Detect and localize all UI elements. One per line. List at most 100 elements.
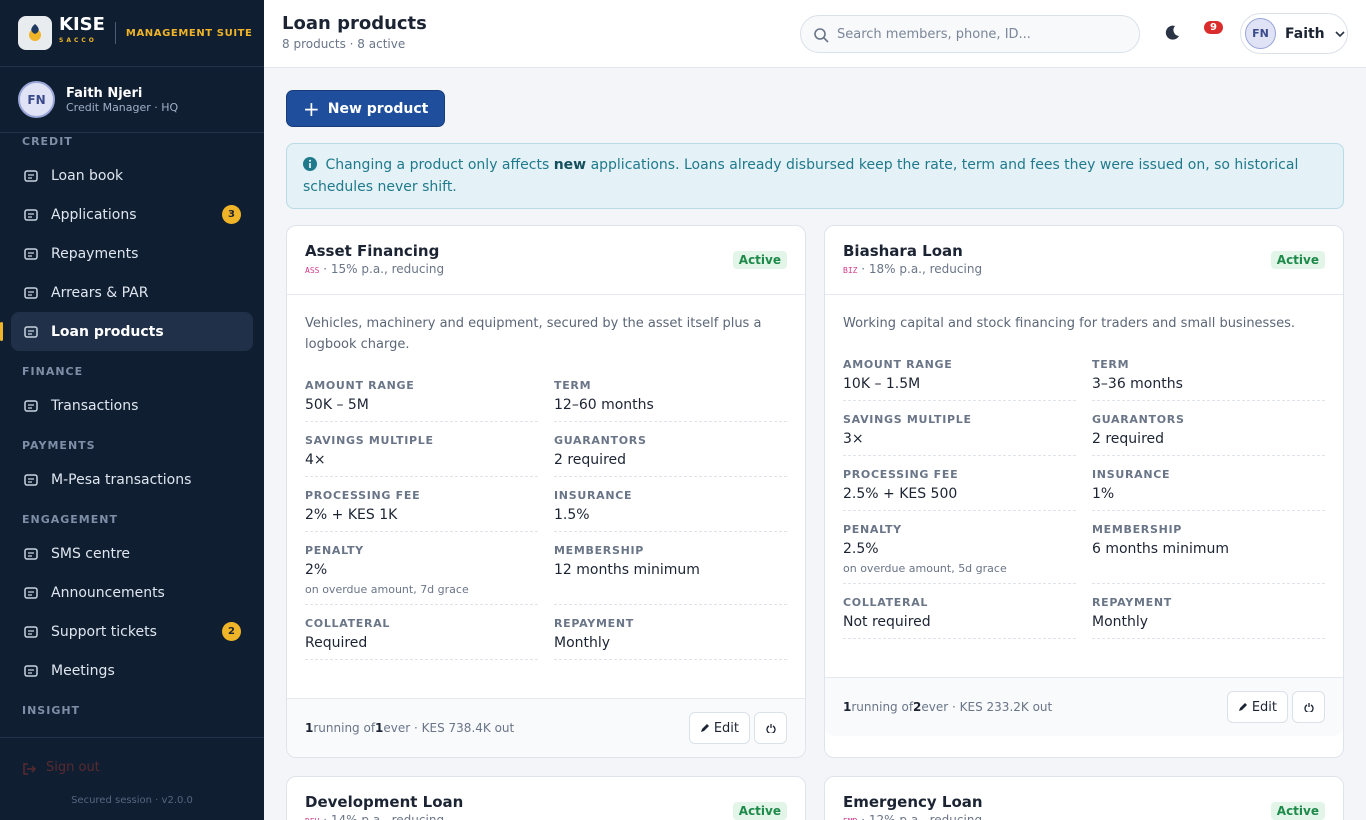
nav-item[interactable]: Support tickets 2	[11, 612, 253, 651]
field: TERM 12–60 months	[554, 367, 787, 422]
field-value: 12 months minimum	[554, 562, 700, 578]
brand-name: KISE	[59, 14, 105, 35]
product-code: BIZ	[843, 266, 858, 275]
field: PROCESSING FEE 2% + KES 1K	[305, 477, 538, 532]
field: AMOUNT RANGE 10K – 1.5M	[843, 346, 1076, 401]
search-box[interactable]: Search members, phone, ID...	[800, 15, 1140, 53]
nav-label: Loan products	[51, 323, 164, 340]
nav-section: PAYMENTS	[22, 439, 96, 452]
nav-item[interactable]: Loan book	[11, 156, 253, 195]
notice-text: applications. Loans already disbursed ke…	[303, 157, 1299, 195]
nav-item[interactable]: Loan products	[0, 312, 253, 351]
card-header: Emergency LoanEMR · 12% p.a., reducingAc…	[825, 777, 1343, 820]
product-rate: · 12% p.a., reducing	[861, 813, 983, 820]
nav-label: Applications	[51, 206, 137, 223]
card-header: Biashara Loan BIZ · 18% p.a., reducing Act…	[825, 226, 1343, 295]
notice-text: Changing a product only affects	[325, 157, 550, 173]
notice: Changing a product only affects new appl…	[286, 143, 1344, 209]
field-value: Required	[305, 635, 368, 651]
running-count: 1	[843, 700, 852, 714]
nav-label: Arrears & PAR	[51, 284, 149, 301]
sign-out[interactable]: Sign out	[46, 760, 100, 775]
user-menu[interactable]: FN Faith	[1240, 13, 1348, 54]
user-menu-name: Faith	[1285, 25, 1325, 42]
field: SAVINGS MULTIPLE 4×	[305, 422, 538, 477]
nav-icon	[24, 169, 38, 182]
nav-item[interactable]: M-Pesa transactions	[11, 460, 253, 499]
ever-count: 2	[913, 700, 922, 714]
field-label: MEMBERSHIP	[554, 544, 645, 557]
toggle-button[interactable]	[754, 712, 787, 744]
nav-icon	[24, 473, 38, 486]
field-label: MEMBERSHIP	[1092, 523, 1183, 536]
power-icon	[1303, 703, 1314, 712]
field: TERM 3–36 months	[1092, 346, 1325, 401]
field-label: COLLATERAL	[305, 617, 391, 630]
content: + New product Changing a product only aff…	[264, 68, 1366, 820]
product-code: EMR	[843, 817, 857, 820]
field-value: 2%	[305, 562, 328, 578]
user-role: Credit Manager · HQ	[66, 100, 179, 114]
field-label: TERM	[554, 379, 592, 392]
field-label: AMOUNT RANGE	[843, 358, 953, 371]
product-rate: · 14% p.a., reducing	[323, 813, 445, 820]
nav-item[interactable]: Meetings	[11, 651, 253, 690]
product-meta: DEV · 14% p.a., reducing	[305, 813, 787, 820]
nav-icon	[24, 325, 38, 338]
nav-section: CREDIT	[22, 135, 73, 148]
product-card: Asset Financing ASS · 15% p.a., reducing A…	[286, 225, 806, 758]
toggle-button[interactable]	[1292, 691, 1325, 723]
product-name: Asset Financing	[305, 242, 440, 260]
card-header: Development Loan DEV · 14% p.a., reducing…	[287, 777, 805, 820]
field-value: 2% + KES 1K	[305, 507, 398, 523]
field-value: Not required	[843, 614, 931, 630]
search-placeholder: Search members, phone, ID...	[837, 26, 1031, 42]
nav-item[interactable]: Arrears & PAR	[11, 273, 253, 312]
product-code: ASS	[305, 266, 320, 275]
nav-item[interactable]: Repayments	[11, 234, 253, 273]
pencil-icon	[1238, 703, 1247, 711]
product-name: Emergency Loan	[843, 793, 983, 811]
edit-button[interactable]: Edit	[688, 712, 750, 744]
field-label: PENALTY	[305, 544, 364, 557]
nav-badge: 3	[222, 205, 241, 224]
running-count: 1	[305, 721, 314, 735]
field: COLLATERAL Not required	[843, 584, 1076, 639]
footer-text: ever · KES 738.4K out	[383, 721, 515, 735]
sidebar-footer: Sign out Secured session · v2.0.0	[0, 737, 264, 820]
nav-item[interactable]: Applications 3	[11, 195, 253, 234]
product-meta: ASS · 15% p.a., reducing	[305, 262, 787, 276]
card-footer: 1 running of 2 ever · KES 233.2K out Edit	[825, 677, 1343, 736]
search-icon	[814, 28, 829, 43]
pencil-icon	[700, 724, 709, 732]
theme-toggle[interactable]	[1164, 25, 1180, 41]
nav-item[interactable]: Announcements	[11, 573, 253, 612]
field-label: PROCESSING FEE	[843, 468, 959, 481]
field-value: 2.5% + KES 500	[843, 486, 958, 502]
nav-item[interactable]: SMS centre	[11, 534, 253, 573]
notification-badge[interactable]: 9	[1204, 21, 1223, 34]
nav-item[interactable]: Transactions	[11, 386, 253, 425]
product-code: DEV	[305, 817, 319, 820]
status-badge: Active	[732, 802, 787, 820]
session-info: Secured session · v2.0.0	[71, 795, 193, 806]
brand-sub: SACCO	[59, 37, 97, 44]
footer-text: ever · KES 233.2K out	[921, 700, 1053, 714]
edit-label: Edit	[1251, 699, 1277, 715]
edit-button[interactable]: Edit	[1226, 691, 1288, 723]
product-name: Development Loan	[305, 793, 464, 811]
nav-label: Loan book	[51, 167, 124, 184]
topbar: Loan products 8 products · 8 active Sear…	[264, 0, 1366, 68]
user-name: Faith Njeri	[66, 85, 143, 101]
field-label: SAVINGS MULTIPLE	[843, 413, 972, 426]
field-value: Monthly	[554, 635, 611, 651]
product-meta: BIZ · 18% p.a., reducing	[843, 262, 1325, 276]
field: REPAYMENT Monthly	[1092, 584, 1325, 639]
nav-icon	[24, 586, 38, 599]
field-label: TERM	[1092, 358, 1130, 371]
field-value: 3×	[843, 431, 864, 447]
new-product-button[interactable]: + New product	[286, 90, 446, 127]
signout-icon	[23, 763, 36, 775]
chevron	[1335, 30, 1345, 37]
